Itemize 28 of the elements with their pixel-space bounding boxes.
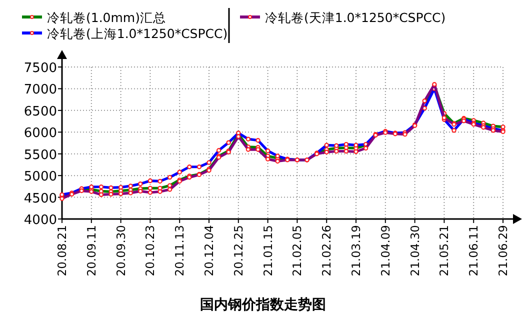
text: 国内钢价指数走势图 xyxy=(200,297,326,313)
legend-label: 冷轧卷(上海1.0*1250*CSPCC) xyxy=(47,26,228,41)
y-tick-label: 7000 xyxy=(24,82,57,98)
y-tick-label: 4000 xyxy=(24,213,57,228)
y-tick-label: 6000 xyxy=(24,126,57,142)
x-tick-label: 21.01.15 xyxy=(260,225,275,276)
x-tick-label: 20.12.25 xyxy=(231,225,246,276)
y-tick-label: 6500 xyxy=(24,104,57,120)
x-tick-label: 21.02.05 xyxy=(290,225,304,276)
x-tick-label: 21.05.21 xyxy=(437,225,452,276)
y-tick-label: 5000 xyxy=(24,170,57,185)
x-tick-label: 20.08.21 xyxy=(55,225,69,276)
y-tick-label: 4500 xyxy=(24,191,57,206)
y-tick-label: 7500 xyxy=(24,61,57,76)
legend-label: 冷轧卷(1.0mm)汇总 xyxy=(47,10,166,25)
x-tick-label: 21.06.29 xyxy=(496,225,510,276)
legend-label: 冷轧卷(天津1.0*1250*CSPCC) xyxy=(265,10,446,25)
x-tick-label: 21.06.11 xyxy=(466,225,481,276)
x-tick-label: 21.04.09 xyxy=(378,225,392,276)
x-tick-label: 21.02.26 xyxy=(320,225,334,276)
x-tick-label: 20.11.13 xyxy=(172,225,187,276)
x-tick-label: 20.10.23 xyxy=(143,225,158,276)
y-tick-label: 5500 xyxy=(24,148,57,163)
x-tick-label: 20.12.04 xyxy=(202,225,216,276)
x-tick-label: 21.03.19 xyxy=(349,225,363,276)
x-tick-label: 21.04.30 xyxy=(408,225,422,276)
x-tick-label: 20.09.11 xyxy=(84,225,98,276)
x-tick-label: 20.09.30 xyxy=(114,225,128,276)
